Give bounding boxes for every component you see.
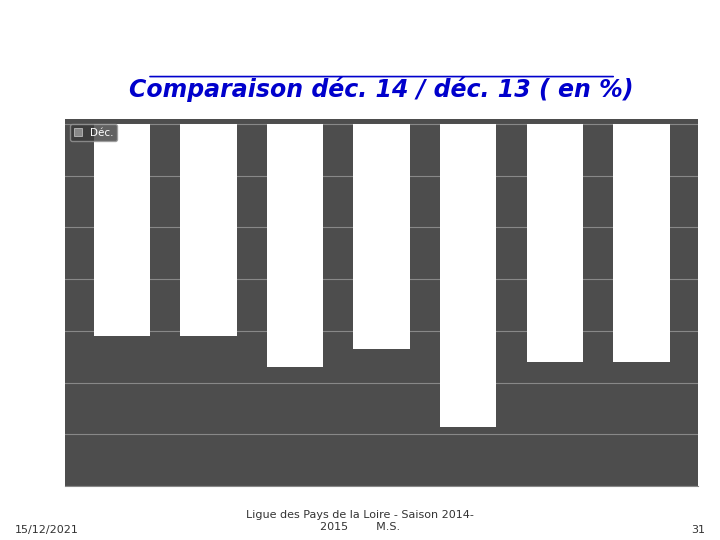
Bar bbox=[613, 124, 670, 362]
Bar bbox=[527, 124, 583, 362]
Bar bbox=[180, 124, 236, 336]
Bar bbox=[267, 124, 323, 367]
Bar bbox=[440, 124, 496, 427]
Bar bbox=[94, 124, 150, 336]
Text: 15/12/2021: 15/12/2021 bbox=[14, 524, 78, 535]
Bar bbox=[354, 124, 410, 349]
Text: Ligue des Pays de la Loire - Saison 2014-
2015        M.S.: Ligue des Pays de la Loire - Saison 2014… bbox=[246, 510, 474, 532]
Title: Comparaison déc. 14 / déc. 13 ( en %): Comparaison déc. 14 / déc. 13 ( en %) bbox=[130, 76, 634, 102]
Text: 31: 31 bbox=[692, 524, 706, 535]
Legend: Déc.: Déc. bbox=[70, 124, 117, 141]
